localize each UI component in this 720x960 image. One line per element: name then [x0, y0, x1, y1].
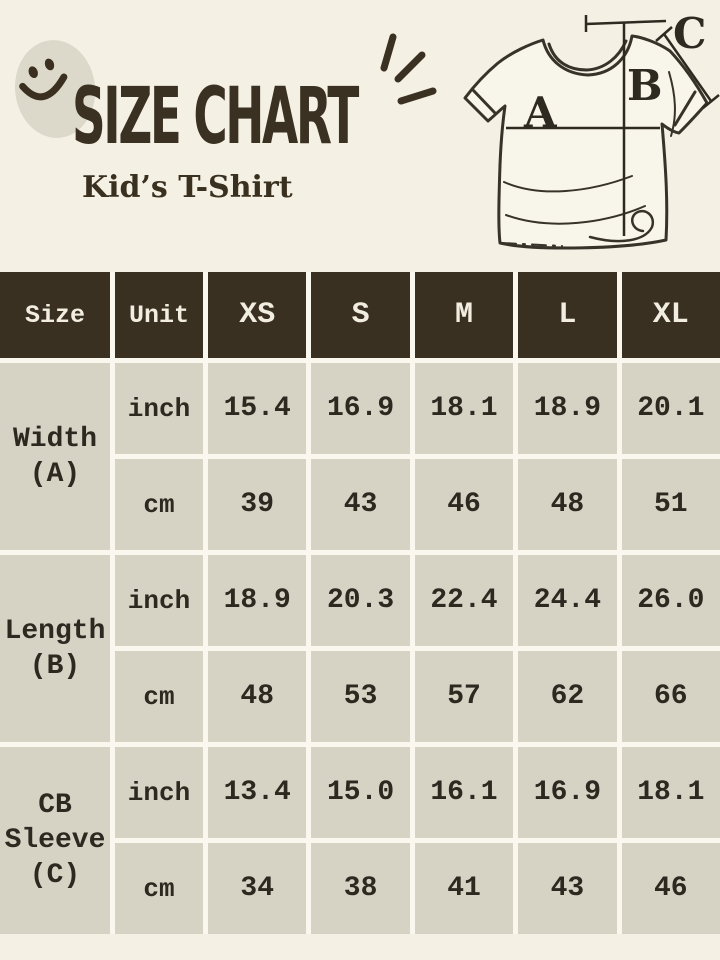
smiley-face-icon — [14, 40, 96, 138]
unit-cell-width-a-cm: cm — [115, 459, 203, 550]
unit-cell-length-b-cm: cm — [115, 651, 203, 742]
value-cell-cb-sleeve-c-cm-l: 43 — [518, 843, 617, 934]
value-cell-cb-sleeve-c-inch-m: 16.1 — [414, 747, 514, 838]
value-cell-width-a-inch-l: 18.9 — [518, 363, 617, 454]
tshirt-body — [463, 34, 709, 250]
value-cell-length-b-cm-s: 53 — [311, 651, 410, 742]
row-label-cb-sleeve-c: CB Sleeve (C) — [0, 747, 110, 934]
value-cell-length-b-cm-m: 57 — [414, 651, 514, 742]
unit-cell-cb-sleeve-c-inch: inch — [115, 747, 203, 838]
value-cell-length-b-cm-l: 62 — [518, 651, 617, 742]
column-header-m: M — [414, 272, 514, 358]
value-cell-width-a-inch-xl: 20.1 — [621, 363, 720, 454]
value-cell-width-a-cm-m: 46 — [414, 459, 514, 550]
value-cell-cb-sleeve-c-inch-xs: 13.4 — [208, 747, 307, 838]
value-cell-cb-sleeve-c-cm-xs: 34 — [208, 843, 307, 934]
value-cell-width-a-inch-xs: 15.4 — [208, 363, 307, 454]
value-cell-width-a-cm-s: 43 — [311, 459, 410, 550]
label-B: B — [627, 61, 663, 110]
column-header-xs: XS — [208, 272, 307, 358]
value-cell-cb-sleeve-c-inch-l: 16.9 — [518, 747, 617, 838]
page-subtitle: Kid’s T-Shirt — [82, 170, 293, 205]
tshirt-diagram: A B C — [463, 9, 720, 250]
header: SIZE CHART Kid’s T-Shirt — [0, 0, 720, 272]
page-title: SIZE CHART — [72, 72, 359, 162]
label-A: A — [523, 88, 558, 137]
value-cell-length-b-inch-xl: 26.0 — [621, 555, 720, 646]
value-cell-length-b-inch-m: 22.4 — [414, 555, 514, 646]
value-cell-cb-sleeve-c-cm-m: 41 — [414, 843, 514, 934]
measurement-lines — [506, 15, 720, 236]
row-label-width-a: Width (A) — [0, 363, 110, 550]
label-C: C — [673, 9, 706, 58]
value-cell-length-b-inch-l: 24.4 — [518, 555, 617, 646]
value-cell-length-b-inch-xs: 18.9 — [208, 555, 307, 646]
value-cell-length-b-cm-xs: 48 — [208, 651, 307, 742]
value-cell-width-a-cm-l: 48 — [518, 459, 617, 550]
value-cell-width-a-cm-xs: 39 — [208, 459, 307, 550]
column-header-s: S — [311, 272, 410, 358]
unit-cell-length-b-inch: inch — [115, 555, 203, 646]
value-cell-cb-sleeve-c-cm-xl: 46 — [621, 843, 720, 934]
column-header-l: L — [518, 272, 617, 358]
unit-cell-cb-sleeve-c-cm: cm — [115, 843, 203, 934]
value-cell-width-a-cm-xl: 51 — [621, 459, 720, 550]
column-header-unit: Unit — [115, 272, 203, 358]
value-cell-length-b-cm-xl: 66 — [621, 651, 720, 742]
column-header-size: Size — [0, 272, 110, 358]
value-cell-length-b-inch-s: 20.3 — [311, 555, 410, 646]
value-cell-width-a-inch-s: 16.9 — [311, 363, 410, 454]
size-table: Size Unit XS S M L XL Width (A) inch 15.4 16.9 18.1 1… — [0, 272, 720, 934]
value-cell-width-a-inch-m: 18.1 — [414, 363, 514, 454]
unit-cell-width-a-inch: inch — [115, 363, 203, 454]
value-cell-cb-sleeve-c-inch-xl: 18.1 — [621, 747, 720, 838]
row-label-length-b: Length (B) — [0, 555, 110, 742]
value-cell-cb-sleeve-c-inch-s: 15.0 — [311, 747, 410, 838]
sparkle-accent-icon — [380, 33, 437, 105]
value-cell-cb-sleeve-c-cm-s: 38 — [311, 843, 410, 934]
column-header-xl: XL — [621, 272, 720, 358]
